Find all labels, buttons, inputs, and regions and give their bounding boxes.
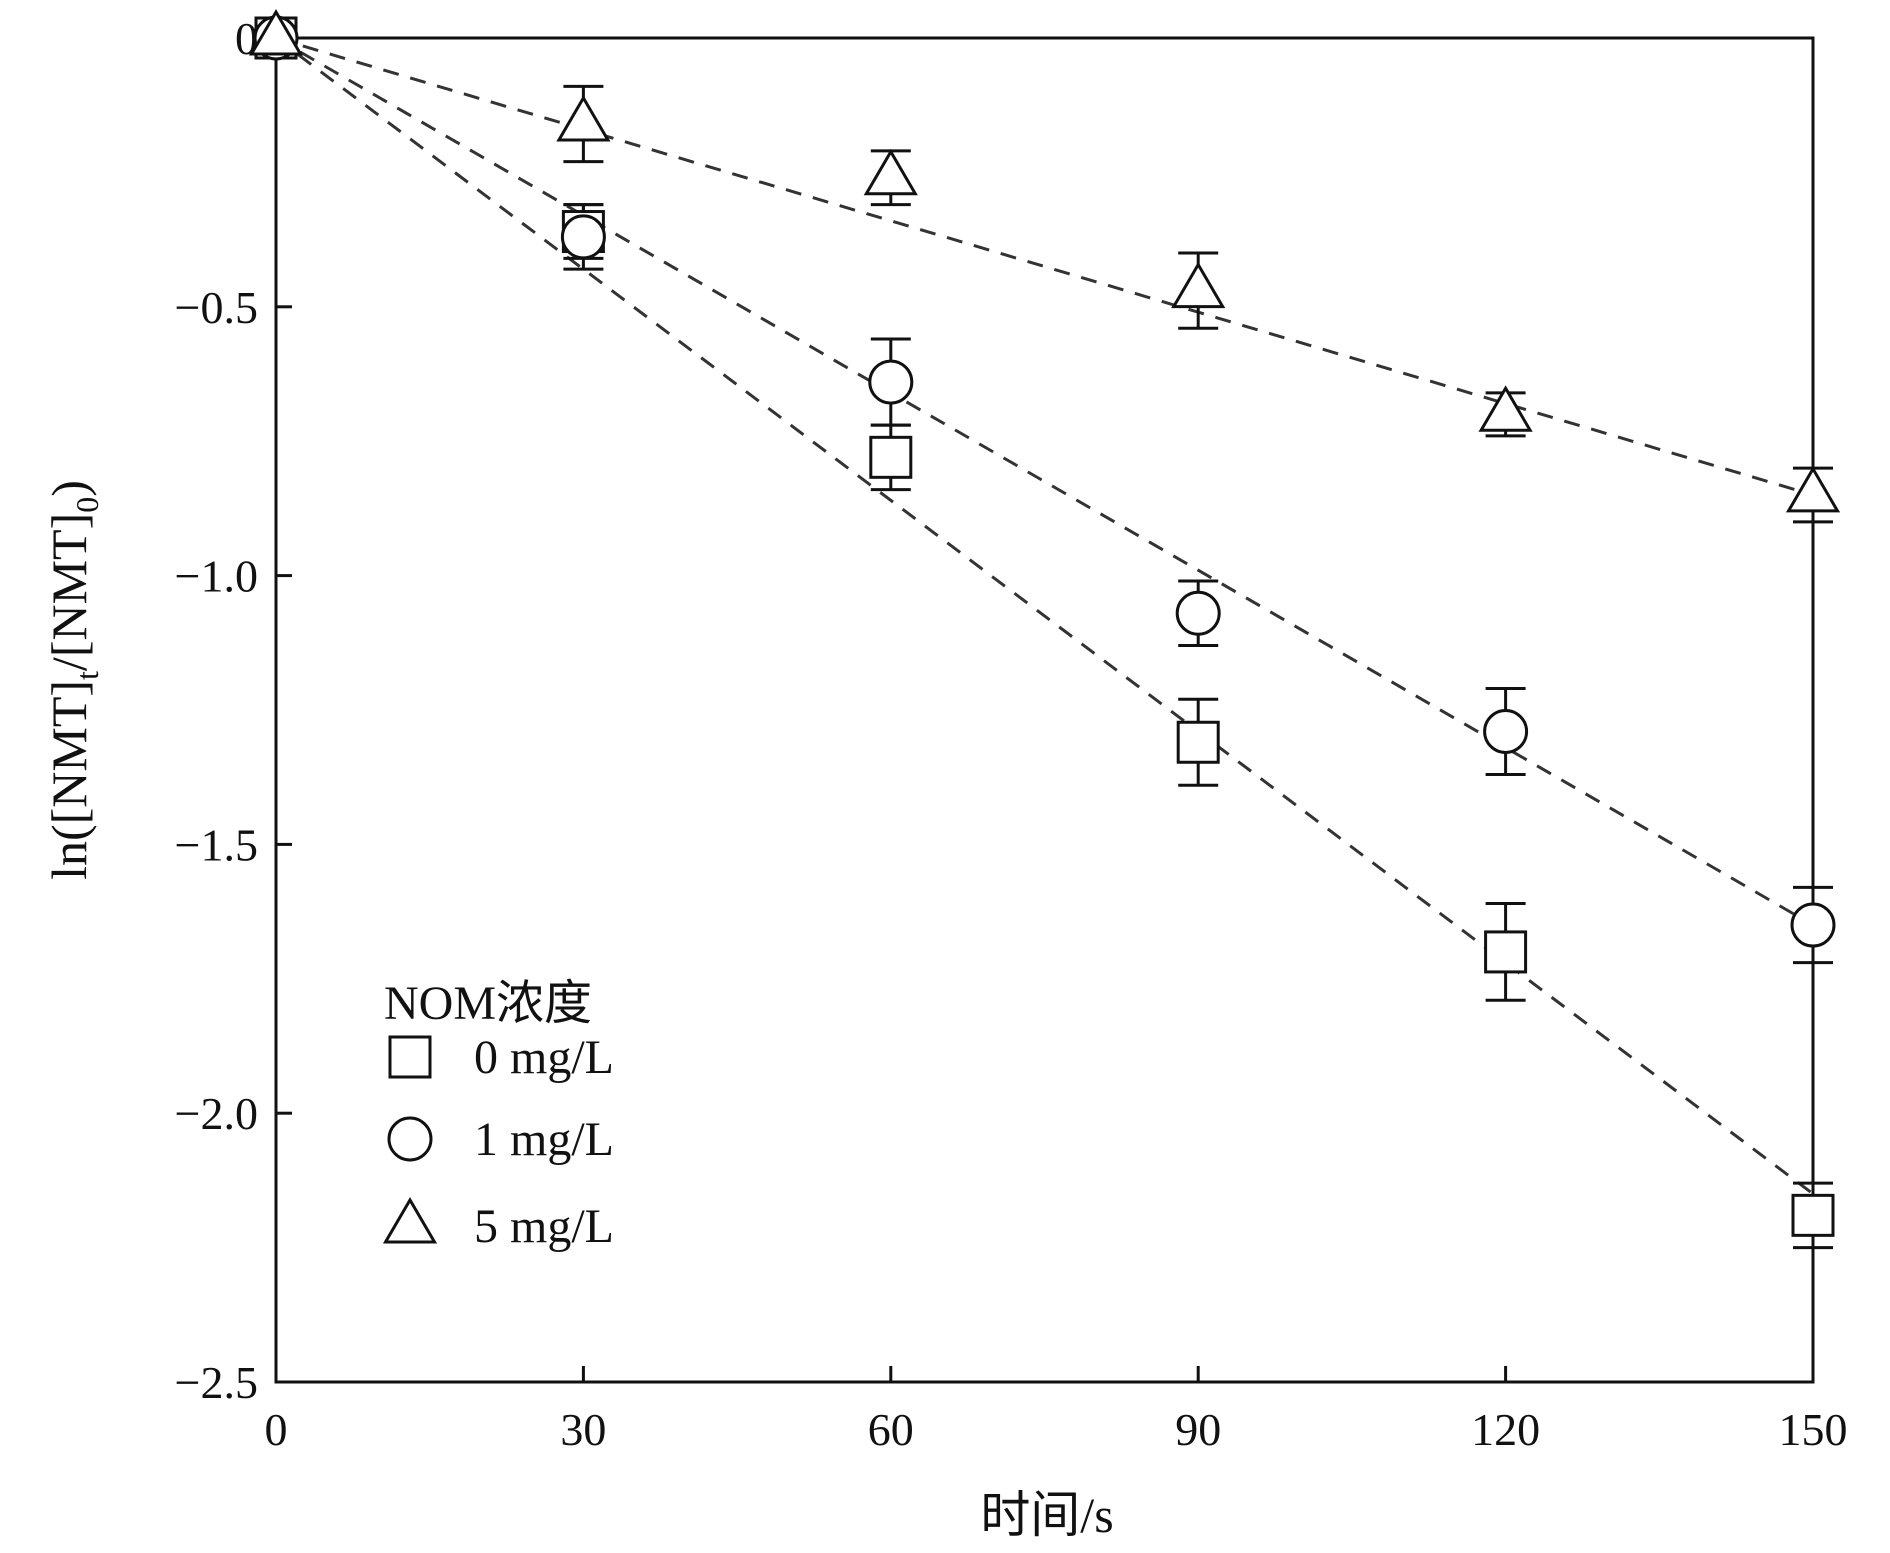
x-tick-label: 0 [265, 1404, 288, 1455]
plot-border [274, 36, 1815, 1384]
data-points [248, 8, 1841, 1237]
y-axis-label-end: ) [41, 480, 97, 497]
x-tick-label: 120 [1471, 1404, 1540, 1455]
legend-label: 5 mg/L [474, 1200, 614, 1253]
y-axis-label-main: ln([NMT] [41, 680, 97, 880]
y-tick-label: −1.5 [175, 819, 258, 870]
x-tick-label: 60 [868, 1404, 914, 1455]
legend-label: 0 mg/L [474, 1031, 614, 1084]
error-bars [563, 84, 1833, 1250]
data-point-circle [868, 359, 914, 405]
fit-lines [275, 36, 1814, 1196]
fit-line [275, 36, 1814, 497]
legend-marker-circle [387, 1116, 433, 1162]
data-point-triangle [1478, 385, 1533, 432]
x-tick-label: 150 [1779, 1404, 1848, 1455]
data-point-square [869, 435, 913, 479]
legend-label: 1 mg/L [474, 1113, 614, 1166]
data-point-triangle [556, 94, 611, 142]
legend-items: 0 mg/L 1 mg/L 5 mg/L [382, 1031, 614, 1253]
fit-line [275, 36, 1814, 927]
y-tick-label: −2.0 [175, 1088, 258, 1139]
x-tick-label: 90 [1175, 1404, 1221, 1455]
y-axis-label-subscript-t: t [69, 671, 105, 680]
data-point-square [1484, 930, 1528, 974]
y-axis-label: ln([NMT]t/[NMT]0) [41, 480, 105, 880]
data-point-square [1176, 720, 1220, 764]
data-point-triangle [1171, 261, 1226, 309]
x-tick-label: 30 [560, 1404, 606, 1455]
legend-marker-square [388, 1035, 432, 1079]
data-point-circle [1790, 902, 1836, 948]
y-axis-label-subscript-0: 0 [69, 497, 105, 513]
data-point-circle [1175, 590, 1221, 636]
y-tick-label: −0.5 [175, 282, 258, 333]
data-point-triangle [1785, 465, 1841, 513]
data-point-circle [560, 214, 606, 260]
data-point-triangle [863, 148, 918, 196]
y-tick-label: −1.0 [175, 551, 258, 602]
legend-title: NOM浓度 [384, 977, 592, 1030]
data-point-triangle [248, 8, 304, 56]
legend-marker-triangle [382, 1196, 438, 1244]
fit-line [275, 36, 1814, 1196]
data-point-square [1791, 1193, 1835, 1237]
data-point-circle [1483, 709, 1529, 755]
x-axis-label: 时间/s [980, 1487, 1113, 1543]
y-axis-label-middle: /[NMT] [41, 513, 97, 671]
y-tick-label: −2.5 [175, 1357, 258, 1408]
plot-frame [274, 36, 1815, 1384]
legend: NOM浓度 0 mg/L 1 mg/L 5 mg/L [382, 977, 614, 1253]
